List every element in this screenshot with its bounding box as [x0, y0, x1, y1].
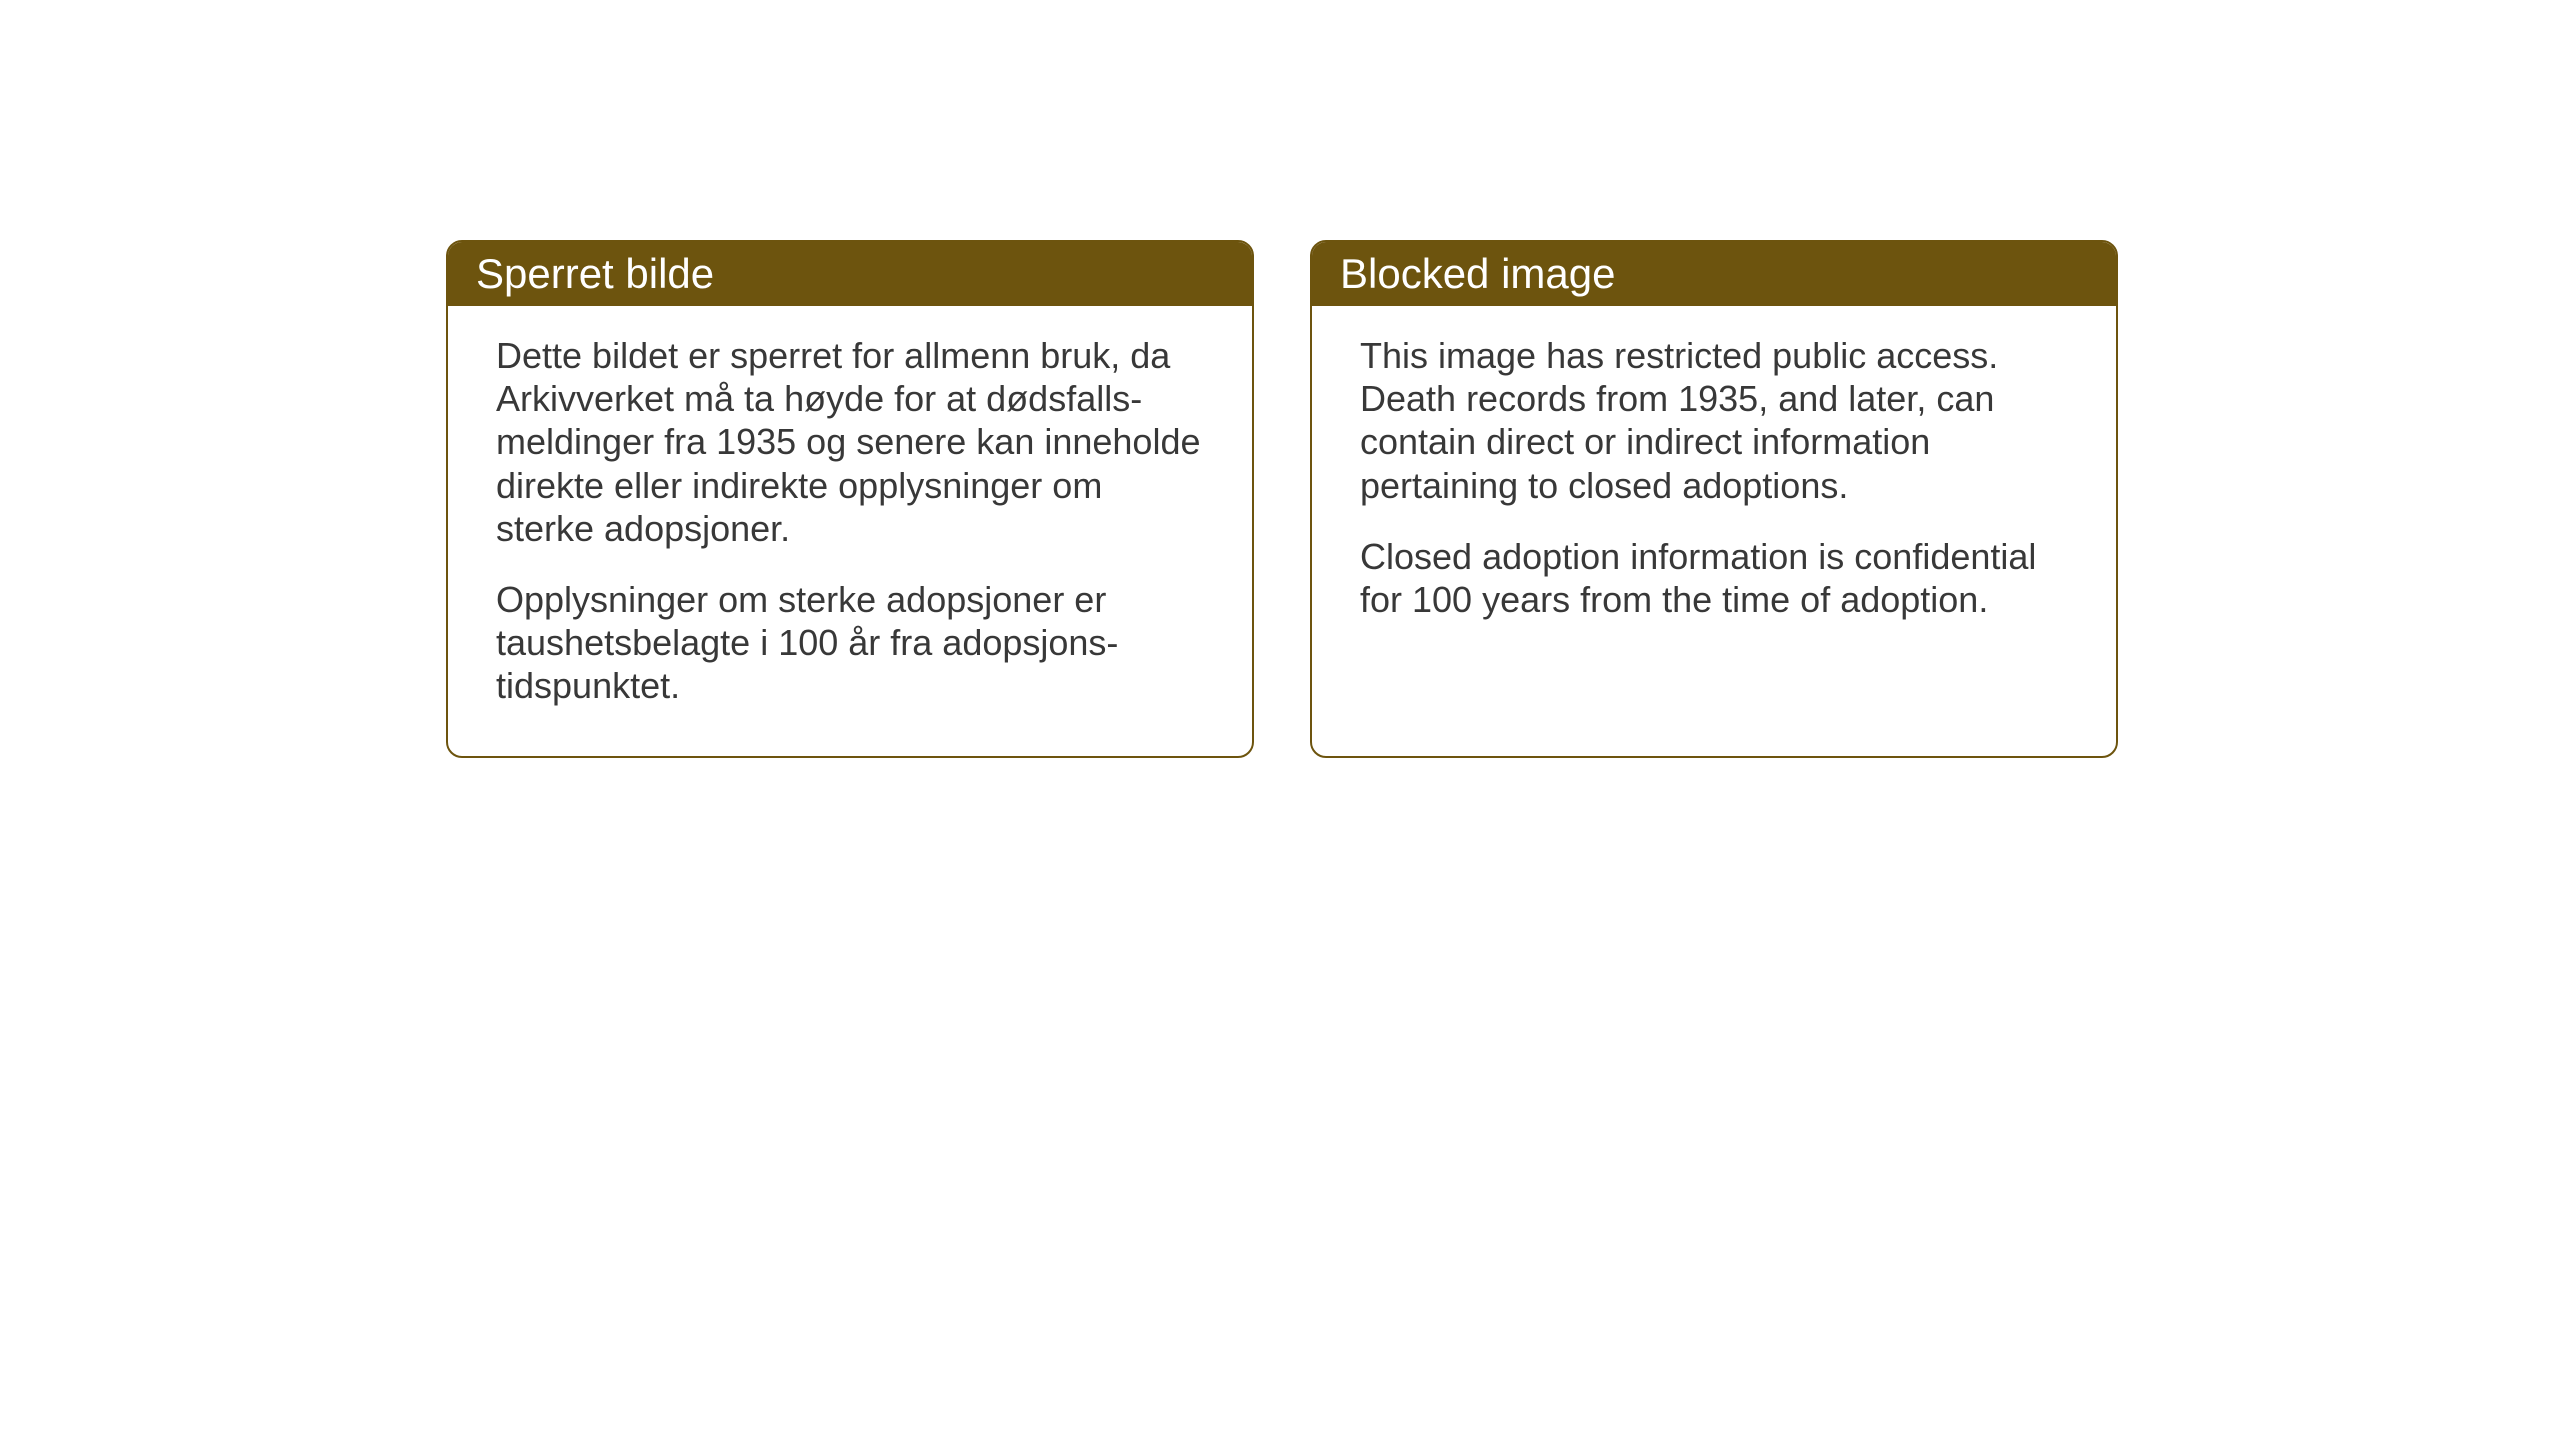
norwegian-card-header: Sperret bilde	[448, 242, 1252, 306]
notice-container: Sperret bilde Dette bildet er sperret fo…	[446, 240, 2118, 758]
english-card-title: Blocked image	[1340, 250, 1615, 297]
norwegian-card-body: Dette bildet er sperret for allmenn bruk…	[448, 306, 1252, 756]
english-card-body: This image has restricted public access.…	[1312, 306, 2116, 669]
english-paragraph-1: This image has restricted public access.…	[1360, 334, 2068, 507]
english-card-header: Blocked image	[1312, 242, 2116, 306]
norwegian-paragraph-1: Dette bildet er sperret for allmenn bruk…	[496, 334, 1204, 550]
norwegian-card-title: Sperret bilde	[476, 250, 714, 297]
english-card: Blocked image This image has restricted …	[1310, 240, 2118, 758]
norwegian-card: Sperret bilde Dette bildet er sperret fo…	[446, 240, 1254, 758]
english-paragraph-2: Closed adoption information is confident…	[1360, 535, 2068, 621]
norwegian-paragraph-2: Opplysninger om sterke adopsjoner er tau…	[496, 578, 1204, 708]
